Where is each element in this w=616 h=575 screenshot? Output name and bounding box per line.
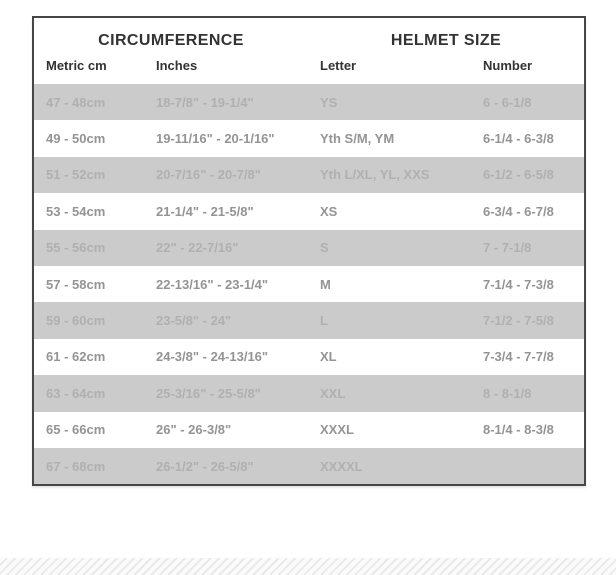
table-cell-metric: 61 - 62cm (46, 349, 106, 365)
table-cell-metric: 65 - 66cm (46, 422, 106, 438)
table-row: 49 - 50cm 19-11/16" - 20-1/16" Yth S/M, YM… (34, 120, 584, 157)
table-cell-inches: 21-1/4" - 21-5/8" (156, 203, 254, 219)
table-cell-inches: 22-13/16" - 23-1/4" (156, 276, 269, 292)
table-cell-metric: 55 - 56cm (46, 240, 106, 256)
table-cell-inches: 18-7/8" - 19-1/4" (156, 94, 254, 110)
table-row: 61 - 62cm 24-3/8" - 24-13/16" XL 7-3/4 - 7-… (34, 338, 584, 376)
table-cell-inches: 26-1/2" - 26-5/8" (156, 458, 254, 474)
table-cell-number: 6-1/2 - 6-5/8 (483, 167, 554, 183)
group-header-row: CIRCUMFERENCE HELMET SIZE (34, 18, 584, 56)
table-cell-number: 6 - 6-1/8 (483, 94, 532, 110)
table-row: 53 - 54cm 21-1/4" - 21-5/8" XS 6-3/4 - 6-7/… (34, 193, 584, 230)
table-body: 47 - 48cm 18-7/8" - 19-1/4" YS 6 - 6-1/8 49 … (34, 84, 584, 485)
table-cell-number: 7-1/2 - 7-5/8 (483, 313, 554, 329)
table-cell-letter: XXL (320, 385, 346, 401)
diagonal-stripes-decoration (0, 558, 616, 575)
table-cell-metric: 47 - 48cm (46, 94, 106, 110)
table-row: 59 - 60cm 23-5/8" - 24" L 7-1/2 - 7-5/8 (34, 302, 584, 339)
table-cell-metric: 63 - 64cm (46, 385, 106, 401)
table-row: 63 - 64cm 25-3/16" - 25-5/8" XXL 8 - 8-1/8 (34, 375, 584, 412)
table-row: 57 - 58cm 22-13/16" - 23-1/4" M 7-1/4 - 7-3… (34, 265, 584, 303)
table-cell-inches: 20-7/16" - 20-7/8" (156, 167, 261, 183)
table-cell-letter: Yth L/XL, YL, XXS (320, 167, 430, 183)
helmet-size-chart: CIRCUMFERENCE HELMET SIZE Metric cm Inch… (32, 16, 586, 487)
table-cell-number (471, 448, 584, 484)
table-cell-number: 6-3/4 - 6-7/8 (483, 203, 554, 219)
table-cell-letter: XS (320, 203, 338, 219)
column-header-inches: Inches (144, 56, 308, 84)
group-header-circumference: CIRCUMFERENCE (34, 18, 308, 56)
table-cell-number: 7-1/4 - 7-3/8 (483, 276, 554, 292)
table-cell-inches: 24-3/8" - 24-13/16" (156, 349, 269, 365)
table-cell-metric: 51 - 52cm (46, 167, 106, 183)
table-row: 67 - 68cm 26-1/2" - 26-5/8" XXXXL (34, 447, 584, 485)
table-cell-letter: YS (320, 94, 338, 110)
table-cell-metric: 59 - 60cm (46, 313, 106, 329)
table-cell-letter: M (320, 276, 331, 292)
table-cell-letter: XXXXL (320, 458, 363, 474)
table-cell-inches: 22" - 22-7/16" (156, 240, 239, 256)
table-cell-number: 8-1/4 - 8-3/8 (483, 422, 554, 438)
table-cell-letter: L (320, 313, 328, 329)
table-row: 51 - 52cm 20-7/16" - 20-7/8" Yth L/XL, YL,… (34, 156, 584, 194)
size-table: CIRCUMFERENCE HELMET SIZE Metric cm Inch… (34, 18, 584, 485)
column-header-number: Number (471, 56, 584, 84)
group-header-helmet-size: HELMET SIZE (308, 18, 584, 56)
table-cell-number: 7 - 7-1/8 (483, 240, 532, 256)
table-cell-letter: Yth S/M, YM (320, 131, 395, 147)
table-row: 55 - 56cm 22" - 22-7/16" S 7 - 7-1/8 (34, 229, 584, 266)
table-cell-metric: 49 - 50cm (46, 131, 106, 147)
table-cell-inches: 23-5/8" - 24" (156, 313, 232, 329)
table-cell-letter: S (320, 240, 329, 256)
table-cell-number: 6-1/4 - 6-3/8 (483, 131, 554, 147)
table-cell-number: 8 - 8-1/8 (483, 385, 532, 401)
table-row: 65 - 66cm 26" - 26-3/8" XXXL 8-1/4 - 8-3/8 (34, 411, 584, 448)
column-header-metric-cm: Metric cm (34, 56, 144, 84)
column-header-row: Metric cm Inches Letter Number (34, 56, 584, 84)
table-cell-metric: 53 - 54cm (46, 203, 106, 219)
table-cell-metric: 67 - 68cm (46, 458, 106, 474)
table-cell-inches: 25-3/16" - 25-5/8" (156, 385, 261, 401)
table-cell-inches: 26" - 26-3/8" (156, 422, 232, 438)
table-cell-inches: 19-11/16" - 20-1/16" (156, 131, 275, 147)
table-header: CIRCUMFERENCE HELMET SIZE Metric cm Inch… (34, 18, 584, 84)
column-header-letter: Letter (308, 56, 471, 84)
table-cell-letter: XXXL (320, 422, 354, 438)
table-row: 47 - 48cm 18-7/8" - 19-1/4" YS 6 - 6-1/8 (34, 84, 584, 121)
table-cell-letter: XL (320, 349, 337, 365)
table-cell-number: 7-3/4 - 7-7/8 (483, 349, 554, 365)
table-cell-metric: 57 - 58cm (46, 276, 106, 292)
